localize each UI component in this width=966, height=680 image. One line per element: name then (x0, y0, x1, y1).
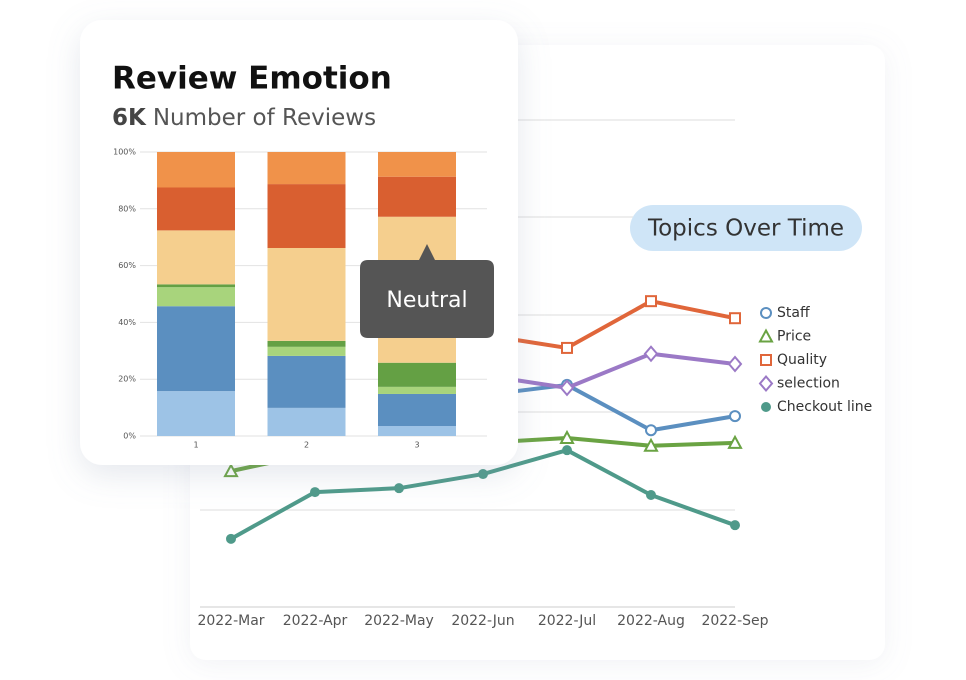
bar-segment (157, 230, 235, 285)
bar-segment (267, 407, 346, 436)
x-tick-label: 3 (414, 441, 419, 450)
x-tick-label: 2022-Apr (283, 613, 348, 629)
marker (226, 533, 236, 544)
legend-label: Staff (777, 305, 810, 321)
marker (730, 520, 740, 531)
x-tick-label: 2022-Mar (197, 613, 264, 629)
bar-segment (157, 306, 235, 392)
legend-label: Quality (777, 352, 827, 368)
tooltip-box (360, 244, 494, 338)
bar-segment (267, 247, 346, 341)
x-tick-label: 2022-May (364, 613, 434, 629)
y-tick-label: 60% (118, 261, 136, 270)
bar-segment (157, 284, 235, 288)
bar-segment (267, 355, 346, 408)
x-tick-label: 2 (304, 441, 309, 450)
bar-segment (267, 152, 346, 185)
y-tick-label: 20% (118, 375, 136, 384)
y-tick-label: 40% (118, 318, 136, 327)
bar-segment (378, 386, 456, 394)
bar-segment (267, 184, 346, 248)
marker (758, 374, 774, 393)
marker (758, 328, 774, 343)
marker (727, 355, 743, 373)
x-tick-label: 2022-Jul (538, 613, 596, 629)
marker (645, 295, 657, 308)
x-tick-label: 2022-Sep (701, 613, 768, 629)
marker (561, 341, 573, 354)
marker (645, 424, 657, 437)
card-title: Review Emotion (112, 61, 392, 97)
marker (643, 437, 659, 452)
title-pill (630, 205, 862, 251)
marker (646, 489, 656, 500)
legend-label: selection (777, 376, 840, 392)
marker (760, 354, 772, 366)
tooltip-text: Neutral (386, 288, 467, 313)
x-tick-label: 2022-Aug (617, 613, 685, 629)
y-tick-label: 0% (123, 432, 136, 441)
marker (478, 469, 488, 480)
subtitle-value: 6K (112, 105, 147, 131)
legend-label: Price (777, 329, 811, 345)
card-subtitle: 6K Number of Reviews (112, 105, 376, 131)
bar-segment (157, 152, 235, 188)
marker (761, 402, 771, 412)
bar-segment (378, 393, 456, 427)
marker (643, 345, 659, 363)
marker (729, 410, 741, 423)
bar-chart: Review Emotion 6K Number of Reviews 0% 20%… (112, 61, 494, 450)
bar-segment (157, 187, 235, 231)
marker (559, 429, 575, 445)
chart-title: Topics Over Time (647, 216, 844, 242)
legend-label: Checkout line (777, 399, 872, 415)
bar-segment (378, 426, 456, 436)
bar-segment (267, 346, 346, 356)
marker (223, 463, 239, 478)
x-tick-label: 2022-Jun (451, 613, 514, 629)
bar-segment (157, 391, 235, 436)
marker (727, 434, 743, 449)
marker (559, 379, 575, 397)
marker (310, 487, 320, 498)
subtitle-text: Number of Reviews (153, 105, 376, 131)
marker (562, 445, 572, 456)
marker (729, 312, 741, 325)
bar-segment (267, 340, 346, 347)
y-tick-label: 80% (118, 204, 136, 213)
x-tick-label: 1 (193, 441, 198, 450)
bar-segment (157, 287, 235, 307)
bar-segment (378, 176, 456, 217)
bar-segment (378, 152, 456, 177)
bar-segment (378, 362, 456, 387)
y-tick-label: 100% (113, 148, 136, 157)
marker (760, 307, 772, 319)
marker (394, 483, 404, 494)
